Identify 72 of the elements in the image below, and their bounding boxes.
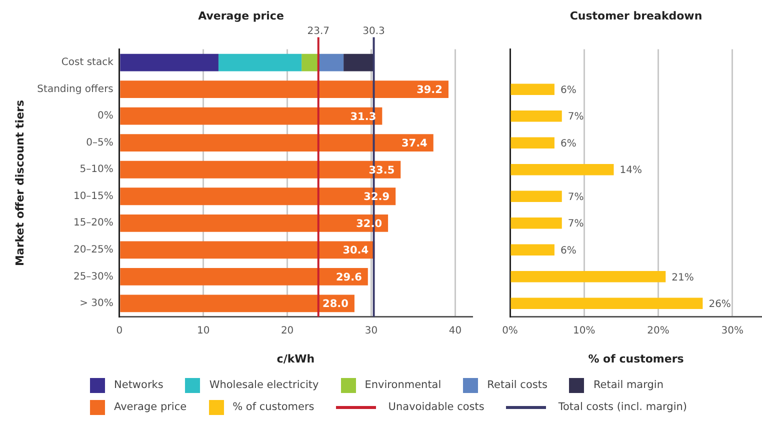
text: 30.3 (362, 26, 385, 37)
data-label: 6% (560, 138, 576, 150)
bar (120, 294, 354, 312)
y-tick-label: 5–10% (80, 164, 114, 176)
bar (120, 54, 218, 72)
bar (510, 244, 554, 256)
bar (510, 164, 614, 176)
x-tick-label: 30 (364, 325, 378, 336)
bar (120, 160, 401, 178)
legend-label: Unavoidable costs (388, 401, 484, 413)
bar (510, 110, 562, 122)
x-tick-label: 30% (721, 325, 744, 336)
data-label: 37.4 (401, 138, 428, 150)
bar (120, 241, 375, 259)
legend-label: Retail costs (487, 379, 548, 391)
data-label: 6% (560, 84, 576, 96)
bar (510, 190, 562, 202)
bar (510, 218, 562, 229)
legend-label: Environmental (364, 379, 442, 391)
data-label: 7% (568, 218, 584, 230)
y-tick-label: > 30% (80, 298, 114, 310)
x-tick-label: 20% (647, 325, 670, 336)
chart-title: Customer breakdown (570, 9, 702, 22)
chart-title: Average price (198, 9, 284, 22)
legend-label: Wholesale electricity (209, 379, 319, 391)
y-tick-label: 0% (98, 110, 114, 122)
bar (120, 80, 448, 98)
data-label: 21% (672, 272, 694, 284)
x-tick-label: 0% (502, 325, 518, 336)
x-axis-title: % of customers (588, 352, 684, 366)
legend-label: Total costs (incl. margin) (558, 401, 687, 413)
bar (510, 84, 554, 95)
y-axis-title: Market offer discount tiers (13, 100, 26, 266)
bar (120, 188, 396, 206)
data-label: 28.0 (322, 298, 348, 310)
bar (120, 134, 434, 152)
data-label: 26% (708, 299, 731, 310)
y-tick-label: Cost stack (61, 57, 114, 68)
y-tick-label: 0–5% (86, 137, 114, 148)
y-tick-label: 15–20% (73, 218, 114, 229)
bar (510, 298, 703, 310)
data-label: 7% (568, 192, 584, 203)
data-label: 7% (568, 112, 584, 123)
bar (120, 107, 382, 125)
bar (510, 271, 666, 282)
bar (120, 268, 368, 286)
text: 23.7 (307, 26, 330, 37)
legend-label: Retail margin (593, 379, 664, 391)
y-tick-label: 20–25% (73, 244, 114, 256)
bar (344, 54, 374, 72)
x-tick-label: 10% (573, 325, 596, 336)
x-tick-label: 20 (280, 325, 294, 336)
bar (318, 54, 344, 72)
bar (510, 137, 554, 148)
bar (302, 54, 318, 72)
data-label: 29.6 (336, 271, 362, 284)
legend-label: Networks (114, 379, 164, 391)
data-label: 30.4 (342, 244, 369, 257)
bar (218, 54, 302, 72)
data-label: 6% (560, 245, 576, 256)
x-tick-label: 40 (448, 325, 462, 336)
legend-label: % of customers (232, 401, 314, 413)
data-label: 39.2 (416, 84, 442, 96)
legend-label: Average price (114, 401, 187, 413)
y-tick-label: 10–15% (73, 190, 114, 202)
y-tick-label: 25–30% (73, 271, 114, 282)
x-axis-title: c/kWh (276, 352, 315, 366)
x-tick-label: 0 (116, 325, 123, 336)
y-tick-label: Standing offers (37, 84, 114, 95)
bar (120, 214, 388, 232)
x-tick-label: 10 (196, 325, 210, 336)
data-label: 14% (620, 165, 642, 176)
